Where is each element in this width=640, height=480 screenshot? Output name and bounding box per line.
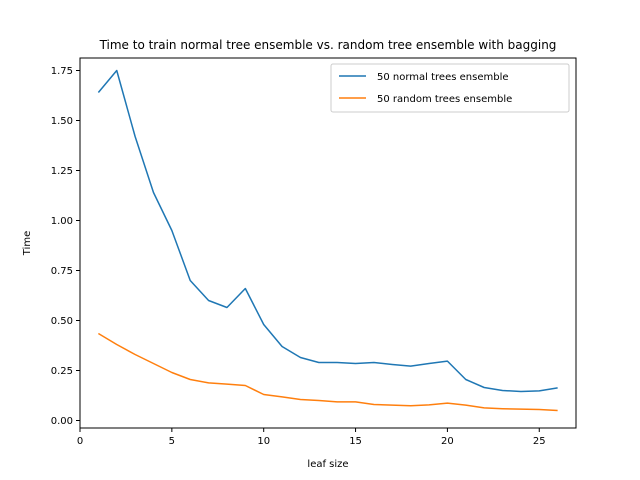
ticks-layer: 0 5 10 15 20 25 0.00 0.25 0.50 0.75 1.00 1.25 1.50 1.… — [51, 66, 546, 447]
y-tick-label: 0.25 — [51, 366, 73, 377]
x-tick-label: 25 — [533, 436, 546, 447]
y-tick-label: 1.50 — [51, 116, 73, 127]
y-tick-label: 0.00 — [51, 416, 73, 427]
y-tick-label: 0.50 — [51, 316, 73, 327]
x-tick-label: 10 — [257, 436, 270, 447]
y-tick-label: 1.00 — [51, 216, 73, 227]
y-tick-label: 1.25 — [51, 166, 73, 177]
x-tick-label: 20 — [441, 436, 454, 447]
y-tick-label: 1.75 — [51, 66, 73, 77]
chart-title: Time to train normal tree ensemble vs. r… — [99, 38, 557, 52]
series-line-random-trees — [97, 332, 558, 412]
legend-box — [330, 63, 570, 113]
legend: 50 normal trees ensemble 50 random trees… — [330, 63, 570, 113]
x-axis-label: leaf size — [307, 459, 348, 470]
legend-label-random: 50 random trees ensemble — [377, 94, 512, 105]
x-tick-label: 0 — [77, 436, 83, 447]
y-axis-label: Time — [22, 231, 33, 256]
x-tick-label: 15 — [349, 436, 362, 447]
x-tick-label: 5 — [169, 436, 175, 447]
series-line-normal-trees — [97, 69, 558, 393]
series-layer — [97, 69, 558, 412]
legend-label-normal: 50 normal trees ensemble — [377, 72, 509, 83]
y-tick-label: 0.75 — [51, 266, 73, 277]
plot-frame — [79, 57, 577, 429]
